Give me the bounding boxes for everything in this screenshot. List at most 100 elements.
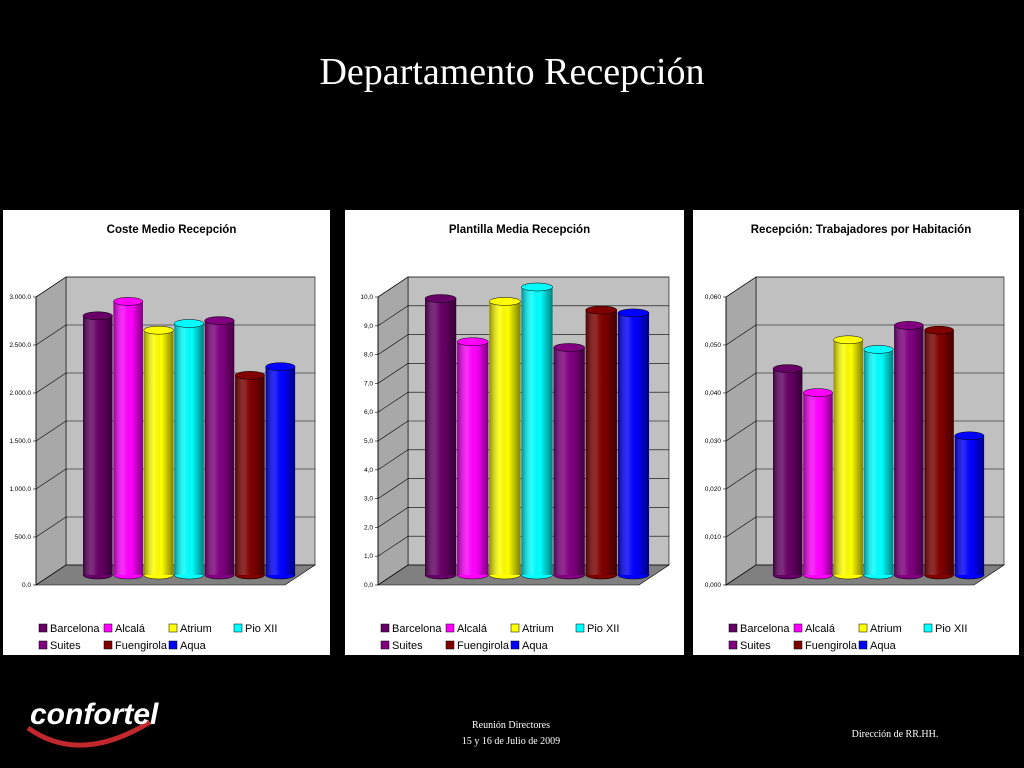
legend-label: Atrium — [870, 623, 902, 635]
footer-department: Dirección de RR.HH. — [852, 729, 939, 740]
y-tick-label: 3.000,0 — [9, 294, 31, 301]
legend-label: Fuengirola — [457, 640, 510, 652]
y-tick-label: 3,0 — [364, 496, 373, 503]
footer-meeting: Reunión Directores — [472, 720, 550, 731]
bar-top — [772, 364, 803, 373]
bar-shading — [894, 325, 924, 575]
legend-swatch — [103, 623, 113, 633]
legend-label: Barcelona — [392, 623, 442, 635]
bar-top — [553, 343, 585, 352]
y-tick-label: 10,0 — [360, 294, 373, 301]
bar-top — [204, 316, 235, 325]
grid-line — [377, 478, 409, 499]
bar-top — [585, 305, 618, 315]
grid-line — [35, 372, 67, 394]
y-tick-label: 1.500,0 — [9, 438, 31, 445]
grid-line — [377, 391, 409, 413]
legend-swatch — [103, 640, 113, 650]
grid-line — [725, 564, 757, 586]
y-tick-label: 2.500,0 — [9, 342, 31, 349]
legend-swatch — [168, 640, 178, 650]
legend-swatch — [445, 623, 455, 633]
grid-line — [725, 468, 757, 490]
bar-shading — [833, 339, 863, 575]
grid-line — [725, 516, 757, 538]
legend-swatch — [793, 623, 803, 633]
bar-shading — [773, 368, 803, 575]
legend-label: Pio XII — [587, 623, 619, 635]
legend-label: Fuengirola — [115, 640, 168, 652]
grid-line — [377, 334, 409, 355]
y-tick-label: 7,0 — [364, 380, 373, 387]
bar-shading — [235, 375, 265, 575]
logo-swoosh — [26, 719, 152, 748]
legend-swatch — [233, 623, 243, 633]
grid-line — [35, 324, 67, 346]
bar-top — [234, 371, 265, 380]
bar-shading — [803, 392, 833, 575]
charts: Coste Medio Recepción 0,050 0,0 1.000,0 1.50… — [3, 210, 1019, 655]
grid-line — [35, 516, 67, 538]
legend-label: Aqua — [522, 640, 549, 652]
y-tick-label: 0,040 — [705, 390, 722, 397]
y-tick-label: 0,060 — [705, 294, 722, 301]
y-tick-label: 4,0 — [364, 467, 373, 474]
bar-top — [489, 297, 521, 306]
legend-label: Suites — [392, 640, 423, 652]
legend-swatch — [38, 640, 48, 650]
y-tick-label: 9,0 — [364, 323, 373, 330]
y-tick-label: 0,0 — [364, 582, 373, 589]
bar-shading — [617, 312, 650, 575]
y-tick-label: 1.000,0 — [9, 486, 31, 493]
grid-line — [35, 564, 67, 586]
y-tick-label: 1,0 — [364, 553, 373, 560]
bar-shading — [265, 366, 296, 575]
grid-line — [377, 535, 409, 557]
y-tick-label: 2.000,0 — [9, 390, 31, 397]
grid-line — [35, 420, 67, 442]
bar-shading — [83, 315, 113, 575]
grid-line — [377, 507, 409, 528]
chart-title: Coste Medio Recepción — [107, 224, 237, 236]
legend-swatch — [445, 640, 455, 650]
chart: Plantilla Media Recepción 0,0 1,0 2,0 3,0 4,0… — [345, 210, 684, 655]
bar-shading — [113, 301, 143, 575]
legend-swatch — [923, 623, 933, 633]
bar-shading — [553, 347, 585, 575]
legend-swatch — [380, 640, 390, 650]
y-tick-label: 0,000 — [705, 582, 722, 589]
legend-swatch — [858, 623, 868, 633]
footer-dates: 15 y 16 de Julio de 2009 — [462, 736, 560, 747]
legend-label: Alcalá — [115, 623, 146, 635]
grid-line — [377, 449, 409, 471]
grid-line — [35, 468, 67, 490]
bar-top — [174, 319, 205, 328]
y-tick-label: 0,030 — [705, 438, 722, 445]
grid-line — [725, 420, 757, 442]
bar-shading — [521, 287, 553, 575]
legend-label: Suites — [740, 640, 771, 652]
y-tick-label: 6,0 — [364, 409, 373, 416]
bar-top — [143, 325, 174, 335]
legend-label: Alcalá — [457, 623, 488, 635]
legend-swatch — [380, 623, 390, 633]
y-tick-label: 0,0 — [22, 582, 31, 589]
bar-shading — [457, 341, 489, 575]
bar-shading — [425, 298, 457, 575]
bar-top — [424, 294, 457, 303]
y-tick-label: 0,050 — [705, 342, 722, 349]
chart-title: Recepción: Trabajadores por Habitación — [751, 224, 971, 236]
slide-title: Departamento Recepción — [319, 51, 704, 93]
legend-label: Aqua — [180, 640, 207, 652]
bar-shading — [174, 323, 204, 575]
grid-line — [377, 276, 409, 298]
chart-title: Plantilla Media Recepción — [449, 224, 590, 236]
legend-label: Aqua — [870, 640, 897, 652]
legend-label: Pio XII — [935, 623, 967, 635]
legend-swatch — [728, 623, 738, 633]
bar-top — [521, 282, 553, 292]
grid-line — [725, 372, 757, 394]
bar-top — [833, 335, 864, 345]
legend-label: Alcalá — [805, 623, 836, 635]
